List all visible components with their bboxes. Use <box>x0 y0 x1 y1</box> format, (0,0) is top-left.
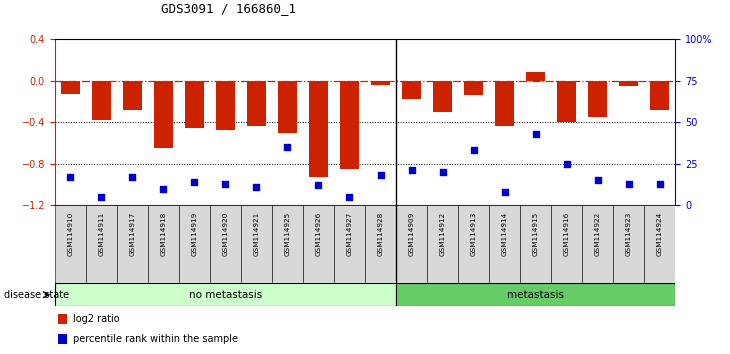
Bar <box>402 81 420 99</box>
Bar <box>427 205 458 283</box>
Text: GSM114913: GSM114913 <box>471 212 477 256</box>
Bar <box>620 81 638 86</box>
Point <box>654 181 666 187</box>
Text: GSM114918: GSM114918 <box>161 212 166 256</box>
Bar <box>495 81 514 126</box>
Bar <box>371 81 390 85</box>
Text: no metastasis: no metastasis <box>189 290 262 300</box>
Bar <box>278 81 296 132</box>
Text: GSM114923: GSM114923 <box>626 212 631 256</box>
Text: GSM114924: GSM114924 <box>657 212 663 256</box>
Bar <box>458 205 489 283</box>
Text: GSM114910: GSM114910 <box>67 212 73 256</box>
Bar <box>58 314 67 324</box>
Text: GDS3091 / 166860_1: GDS3091 / 166860_1 <box>161 2 296 15</box>
Bar <box>216 81 235 131</box>
Point <box>312 183 324 188</box>
Point <box>126 174 138 180</box>
Text: GSM114919: GSM114919 <box>191 212 197 256</box>
Bar <box>179 205 210 283</box>
Point <box>96 194 107 200</box>
Point <box>250 184 262 190</box>
Text: GSM114926: GSM114926 <box>315 212 321 256</box>
Point <box>406 167 418 173</box>
Bar <box>613 205 645 283</box>
Point <box>530 131 542 137</box>
Text: GSM114909: GSM114909 <box>409 212 415 256</box>
Text: GSM114917: GSM114917 <box>129 212 135 256</box>
Bar <box>650 81 669 110</box>
Text: percentile rank within the sample: percentile rank within the sample <box>73 334 239 344</box>
Bar <box>526 72 545 81</box>
Bar <box>303 205 334 283</box>
Bar <box>58 334 67 344</box>
Text: GSM114920: GSM114920 <box>223 212 228 256</box>
Text: GSM114912: GSM114912 <box>439 212 445 256</box>
Text: GSM114915: GSM114915 <box>533 212 539 256</box>
Text: metastasis: metastasis <box>507 290 564 300</box>
Point <box>282 144 293 150</box>
Bar <box>123 81 142 110</box>
Bar <box>241 205 272 283</box>
Point <box>561 161 572 166</box>
Point <box>468 148 480 153</box>
Text: GSM114925: GSM114925 <box>285 212 291 256</box>
Bar <box>247 81 266 126</box>
Bar <box>396 283 675 306</box>
Text: GSM114922: GSM114922 <box>595 212 601 256</box>
Text: log2 ratio: log2 ratio <box>73 314 120 324</box>
Bar <box>117 205 147 283</box>
Bar <box>334 205 365 283</box>
Bar <box>340 81 359 169</box>
Bar <box>210 205 241 283</box>
Bar <box>61 81 80 94</box>
Bar <box>489 205 520 283</box>
Text: GSM114928: GSM114928 <box>377 212 383 256</box>
Text: GSM114927: GSM114927 <box>347 212 353 256</box>
Bar <box>272 205 303 283</box>
Bar <box>147 205 179 283</box>
Bar <box>551 205 583 283</box>
Text: disease state: disease state <box>4 290 69 300</box>
Bar <box>92 81 111 120</box>
Bar <box>365 205 396 283</box>
Point <box>592 177 604 183</box>
Bar <box>55 205 86 283</box>
Bar <box>520 205 551 283</box>
Bar <box>310 81 328 177</box>
Bar <box>396 205 427 283</box>
Bar <box>645 205 675 283</box>
Point <box>437 169 448 175</box>
Point <box>623 181 634 187</box>
Point <box>374 172 386 178</box>
Point <box>220 181 231 187</box>
Text: GSM114911: GSM114911 <box>99 212 104 256</box>
Bar <box>55 283 396 306</box>
Bar <box>464 81 483 95</box>
Bar <box>154 81 173 148</box>
Bar <box>86 205 117 283</box>
Point <box>344 194 356 200</box>
Bar <box>583 205 613 283</box>
Point <box>499 189 510 195</box>
Text: GSM114921: GSM114921 <box>253 212 259 256</box>
Bar <box>588 81 607 117</box>
Text: GSM114914: GSM114914 <box>502 212 507 256</box>
Bar <box>185 81 204 129</box>
Bar <box>558 81 576 122</box>
Point <box>188 179 200 185</box>
Point <box>64 174 76 180</box>
Point <box>158 186 169 192</box>
Bar <box>434 81 452 112</box>
Text: GSM114916: GSM114916 <box>564 212 569 256</box>
